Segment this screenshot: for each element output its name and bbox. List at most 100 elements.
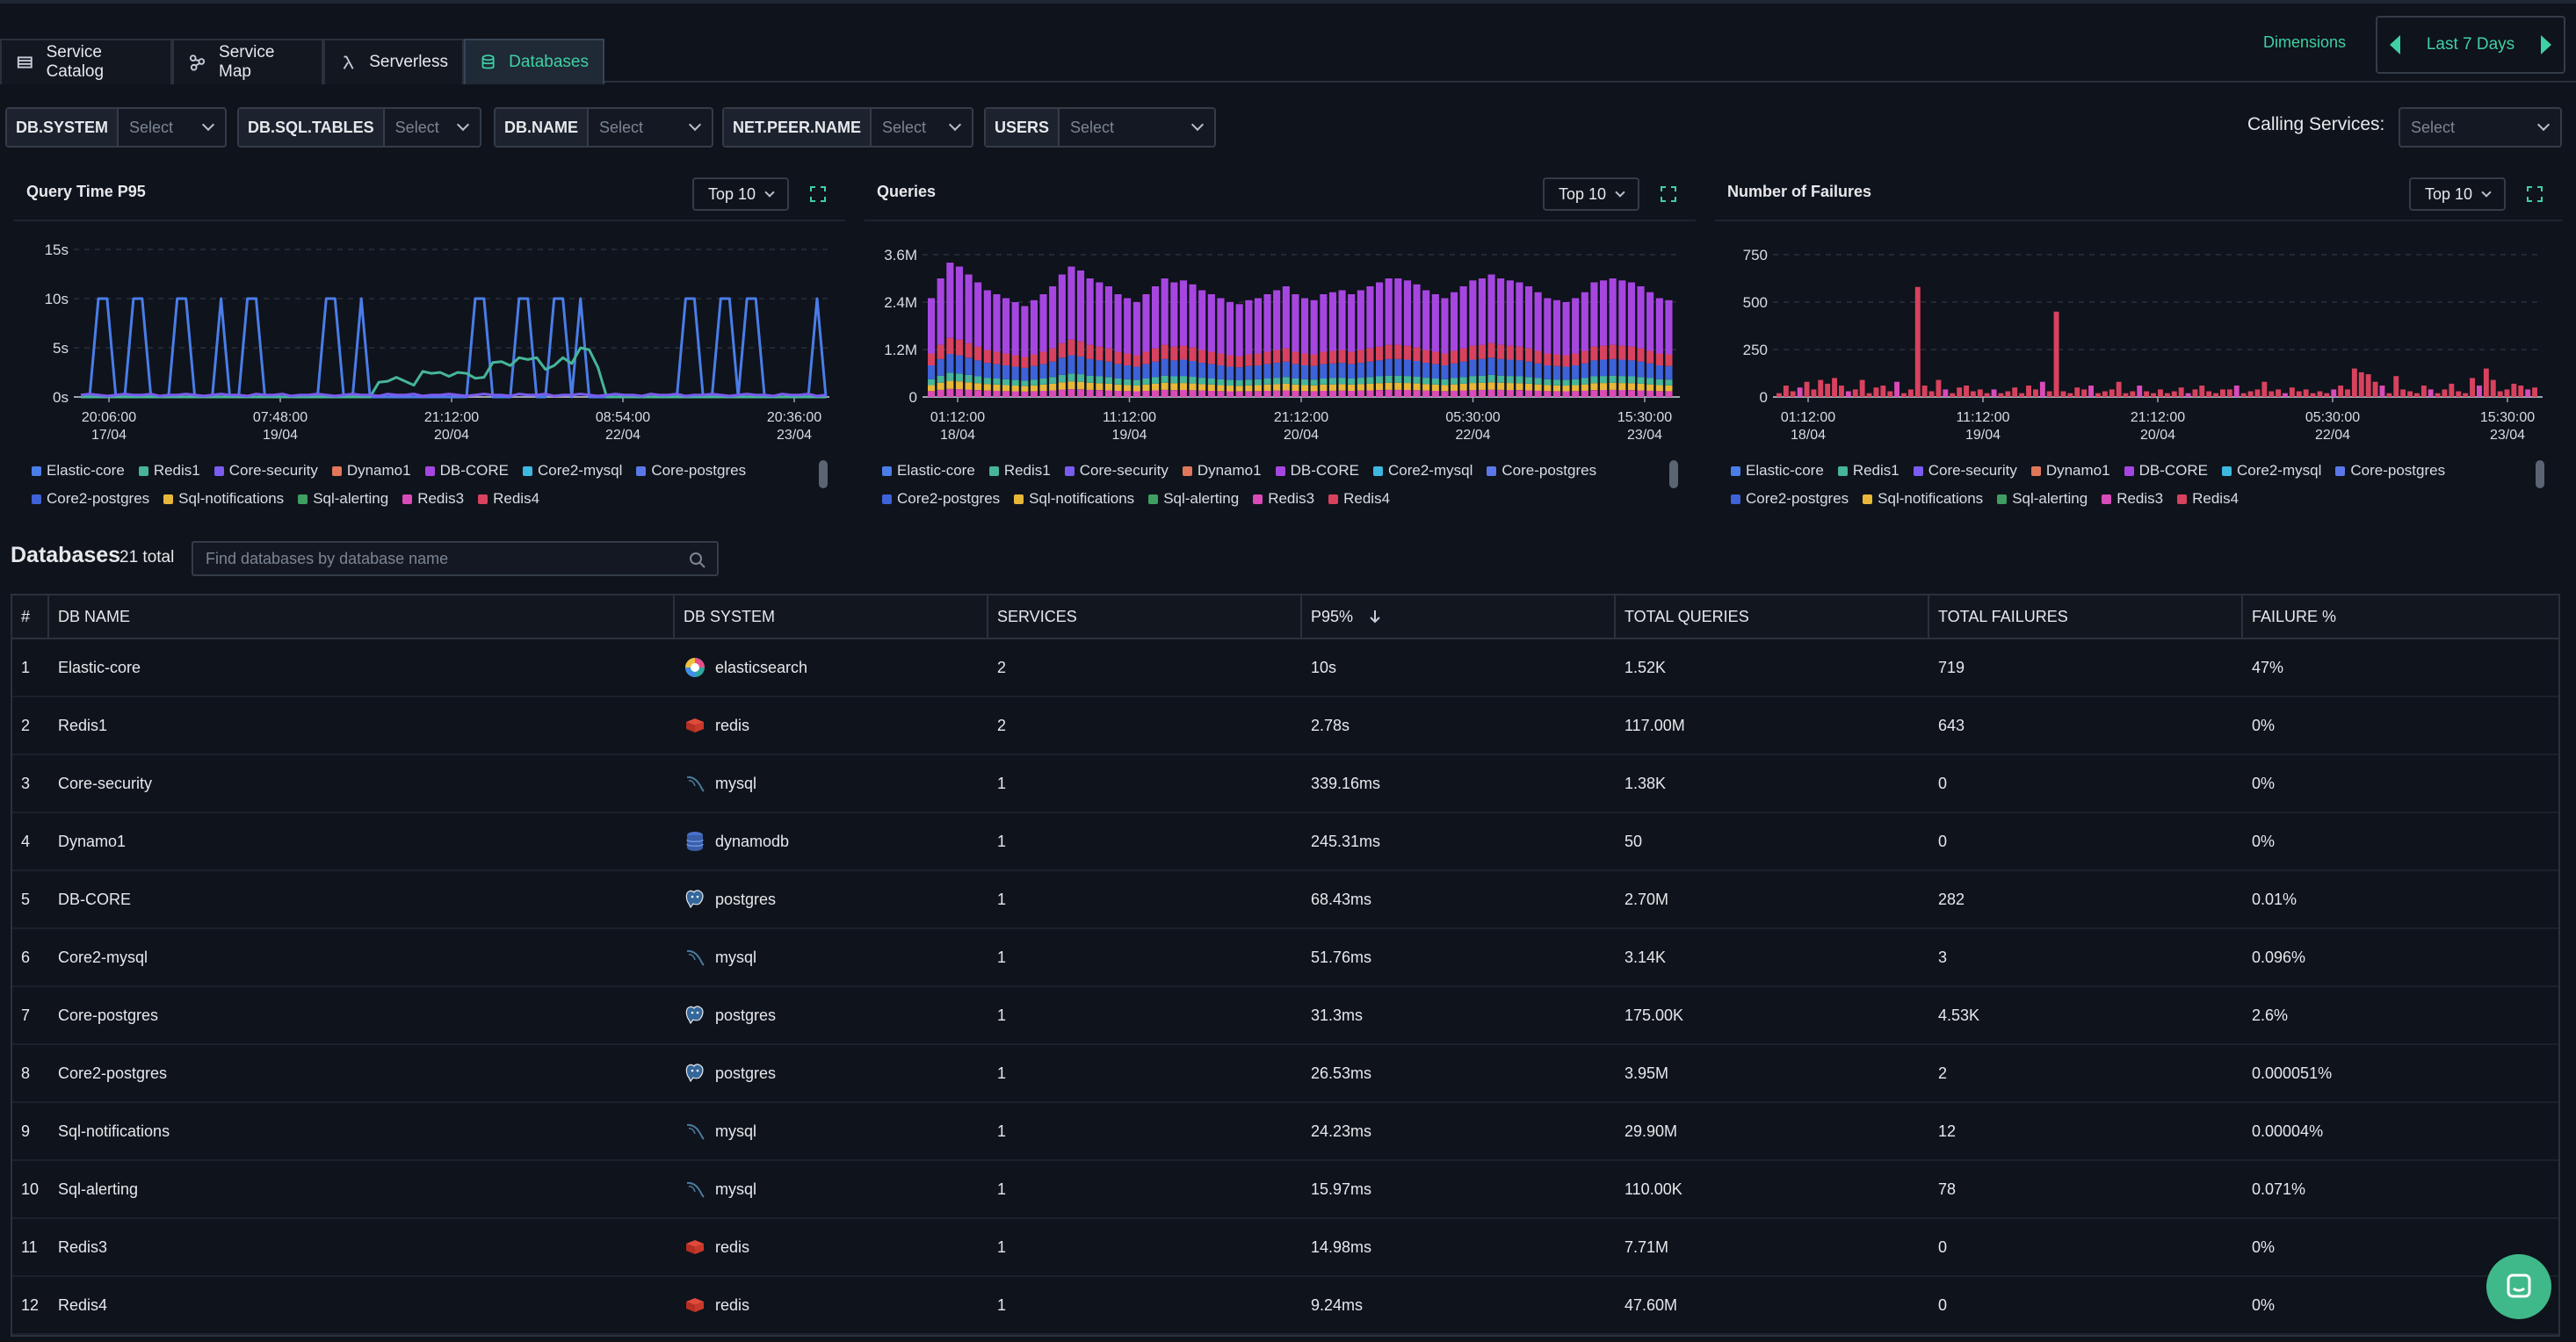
filter-select[interactable]: Select: [2400, 109, 2560, 146]
legend-item[interactable]: Core2-postgres: [1731, 490, 1849, 508]
db-name-cell[interactable]: DB-CORE: [58, 890, 132, 908]
legend-item[interactable]: Sql-notifications: [163, 490, 284, 508]
filter-users[interactable]: USERS Select: [984, 107, 1216, 148]
db-name-cell[interactable]: Sql-alerting: [58, 1180, 139, 1198]
filter-select[interactable]: Select: [385, 109, 480, 146]
table-row[interactable]: 9 Sql-notifications mysql 1 24.23ms 29.90M 12 0…: [12, 1103, 2558, 1161]
legend-item[interactable]: DB-CORE: [424, 462, 509, 480]
expand-icon[interactable]: [809, 185, 827, 203]
table-row[interactable]: 8 Core2-postgres postgres 1 26.53ms 3.95M 2 0.0…: [12, 1045, 2558, 1103]
legend-item[interactable]: Core-postgres: [1487, 462, 1596, 480]
column-header-services[interactable]: SERVICES: [988, 595, 1302, 638]
legend-scrollbar[interactable]: [819, 460, 828, 488]
db-name-cell[interactable]: Core-postgres: [58, 1006, 159, 1024]
filter-db-system[interactable]: DB.SYSTEM Select: [5, 107, 227, 148]
filter-select[interactable]: Select: [589, 109, 712, 146]
db-name-cell[interactable]: Sql-notifications: [58, 1122, 170, 1140]
legend-item[interactable]: Redis1: [1837, 462, 1899, 480]
legend-item[interactable]: Core-security: [213, 462, 318, 480]
tab-service-map[interactable]: Service Map: [172, 39, 323, 84]
filter-select[interactable]: Select: [1060, 109, 1214, 146]
legend-item[interactable]: Dynamo1: [331, 462, 411, 480]
legend-item[interactable]: Redis1: [988, 462, 1051, 480]
table-row[interactable]: 3 Core-security mysql 1 339.16ms 1.38K 0 0%: [12, 755, 2558, 813]
table-row[interactable]: 7 Core-postgres postgres 1 31.3ms 175.00K 4.53…: [12, 987, 2558, 1045]
db-name-cell[interactable]: Redis4: [58, 1295, 108, 1314]
legend-item[interactable]: Sql-alerting: [1997, 490, 2088, 508]
previous-range-icon[interactable]: [2390, 35, 2400, 54]
filter-db-sql-tables[interactable]: DB.SQL.TABLES Select: [237, 107, 481, 148]
dimensions-button[interactable]: Dimensions: [2263, 33, 2347, 51]
table-row[interactable]: 4 Dynamo1 dynamodb 1 245.31ms 50 0 0%: [12, 813, 2558, 871]
legend-item[interactable]: Elastic-core: [882, 462, 975, 480]
column-header-db-name[interactable]: DB NAME: [49, 595, 675, 638]
legend-item[interactable]: Elastic-core: [1731, 462, 1824, 480]
legend-item[interactable]: DB-CORE: [2124, 462, 2208, 480]
table-row[interactable]: 5 DB-CORE postgres 1 68.43ms 2.70M 282 0.01%: [12, 871, 2558, 929]
legend-item[interactable]: Core2-mysql: [2222, 462, 2321, 480]
column-header-failure-pct[interactable]: FAILURE %: [2252, 607, 2337, 625]
top-n-select-query-time[interactable]: Top 10: [692, 177, 789, 211]
column-header-p95[interactable]: P95%: [1302, 595, 1616, 638]
legend-item[interactable]: Core-security: [1064, 462, 1169, 480]
legend-item[interactable]: Sql-alerting: [1148, 490, 1239, 508]
expand-icon[interactable]: [1660, 185, 1677, 203]
db-name-cell[interactable]: Core-security: [58, 774, 153, 792]
filter-select[interactable]: Select: [119, 109, 225, 146]
column-header-total-failures[interactable]: TOTAL FAILURES: [1929, 595, 2243, 638]
legend-item[interactable]: Core2-mysql: [523, 462, 622, 480]
legend-item[interactable]: Sql-notifications: [1014, 490, 1134, 508]
sort-descending-icon[interactable]: [1367, 608, 1383, 625]
top-n-select-queries[interactable]: Top 10: [1543, 177, 1639, 211]
legend-item[interactable]: Dynamo1: [1182, 462, 1262, 480]
expand-icon[interactable]: [2526, 185, 2543, 203]
column-header-db-system[interactable]: DB SYSTEM: [675, 595, 988, 638]
legend-item[interactable]: Core-security: [1913, 462, 2017, 480]
legend-item[interactable]: Redis4: [1328, 490, 1390, 508]
db-name-cell[interactable]: Redis3: [58, 1237, 108, 1256]
column-header-total-queries[interactable]: TOTAL QUERIES: [1616, 595, 1929, 638]
database-search-input[interactable]: Find databases by database name: [192, 541, 719, 576]
column-header-index[interactable]: #: [12, 595, 49, 638]
legend-item[interactable]: DB-CORE: [1275, 462, 1359, 480]
legend-item[interactable]: Core-postgres: [636, 462, 746, 480]
tab-serverless[interactable]: Serverless: [323, 39, 464, 84]
filter-net-peer-name[interactable]: NET.PEER.NAME Select: [722, 107, 973, 148]
legend-item[interactable]: Core2-postgres: [882, 490, 1000, 508]
legend-item[interactable]: Redis4: [478, 490, 539, 508]
db-name-cell[interactable]: Core2-postgres: [58, 1064, 168, 1082]
legend-item[interactable]: Redis3: [402, 490, 464, 508]
table-row[interactable]: 11 Redis3 redis 1 14.98ms 7.71M 0 0%: [12, 1219, 2558, 1277]
tab-databases[interactable]: Databases: [464, 39, 604, 84]
legend-scrollbar[interactable]: [1669, 460, 1678, 488]
calling-services-select[interactable]: Select: [2399, 107, 2562, 148]
legend-item[interactable]: Elastic-core: [32, 462, 125, 480]
legend-scrollbar[interactable]: [2536, 460, 2544, 488]
legend-item[interactable]: Core2-mysql: [1373, 462, 1473, 480]
date-range-picker[interactable]: Last 7 Days: [2376, 16, 2565, 74]
legend-item[interactable]: Redis1: [138, 462, 200, 480]
legend-item[interactable]: Core2-postgres: [32, 490, 149, 508]
table-row[interactable]: 6 Core2-mysql mysql 1 51.76ms 3.14K 3 0.096%: [12, 929, 2558, 987]
chat-button[interactable]: [2486, 1254, 2551, 1319]
legend-item[interactable]: Sql-alerting: [298, 490, 388, 508]
filter-db-name[interactable]: DB.NAME Select: [494, 107, 713, 148]
table-row[interactable]: 1 Elastic-core elasticsearch 2 10s 1.52K 719 47…: [12, 639, 2558, 697]
legend-item[interactable]: Dynamo1: [2030, 462, 2110, 480]
table-row[interactable]: 12 Redis4 redis 1 9.24ms 47.60M 0 0%: [12, 1277, 2558, 1335]
top-n-select-failures[interactable]: Top 10: [2409, 177, 2506, 211]
filter-select[interactable]: Select: [872, 109, 972, 146]
table-row[interactable]: 2 Redis1 redis 2 2.78s 117.00M 643 0%: [12, 697, 2558, 755]
db-name-cell[interactable]: Dynamo1: [58, 832, 127, 850]
legend-item[interactable]: Sql-notifications: [1863, 490, 1983, 508]
tab-service-catalog[interactable]: Service Catalog: [0, 39, 172, 84]
legend-item[interactable]: Redis3: [1253, 490, 1314, 508]
next-range-icon[interactable]: [2540, 35, 2551, 54]
legend-item[interactable]: Redis3: [2102, 490, 2163, 508]
legend-item[interactable]: Core-postgres: [2335, 462, 2445, 480]
db-name-cell[interactable]: Elastic-core: [58, 658, 141, 676]
table-row[interactable]: 10 Sql-alerting mysql 1 15.97ms 110.00K 78 0.07…: [12, 1161, 2558, 1219]
db-name-cell[interactable]: Core2-mysql: [58, 948, 148, 966]
db-name-cell[interactable]: Redis1: [58, 716, 108, 734]
legend-item[interactable]: Redis4: [2177, 490, 2239, 508]
